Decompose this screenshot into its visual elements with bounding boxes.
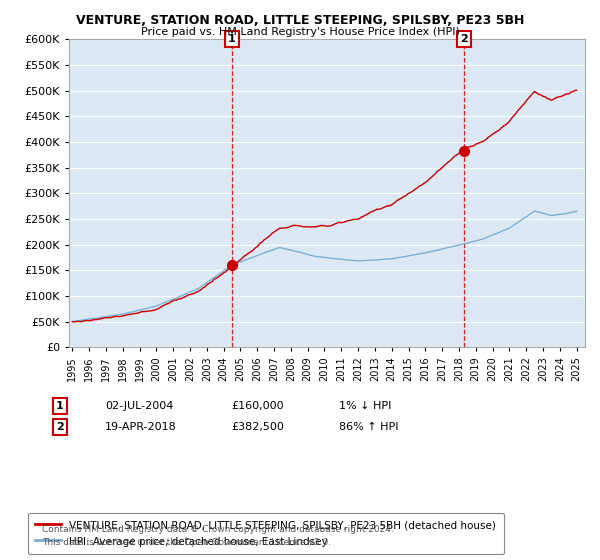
Text: This data is licensed under the Open Government Licence v3.0.: This data is licensed under the Open Gov…	[42, 538, 331, 547]
Text: 1: 1	[228, 34, 236, 44]
Text: £382,500: £382,500	[231, 422, 284, 432]
Text: 2: 2	[56, 422, 64, 432]
Text: Price paid vs. HM Land Registry's House Price Index (HPI): Price paid vs. HM Land Registry's House …	[140, 27, 460, 37]
Text: 2: 2	[460, 34, 467, 44]
Legend: VENTURE, STATION ROAD, LITTLE STEEPING, SPILSBY, PE23 5BH (detached house), HPI:: VENTURE, STATION ROAD, LITTLE STEEPING, …	[28, 512, 503, 554]
Text: 1: 1	[56, 401, 64, 411]
Text: Contains HM Land Registry data © Crown copyright and database right 2024.: Contains HM Land Registry data © Crown c…	[42, 525, 394, 534]
Text: 19-APR-2018: 19-APR-2018	[105, 422, 177, 432]
Text: 1% ↓ HPI: 1% ↓ HPI	[339, 401, 391, 411]
Text: 02-JUL-2004: 02-JUL-2004	[105, 401, 173, 411]
Text: £160,000: £160,000	[231, 401, 284, 411]
Text: 86% ↑ HPI: 86% ↑ HPI	[339, 422, 398, 432]
Text: VENTURE, STATION ROAD, LITTLE STEEPING, SPILSBY, PE23 5BH: VENTURE, STATION ROAD, LITTLE STEEPING, …	[76, 14, 524, 27]
